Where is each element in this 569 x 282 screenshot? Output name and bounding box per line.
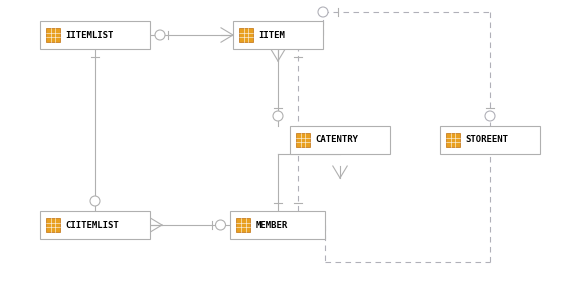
- FancyBboxPatch shape: [440, 126, 540, 154]
- Circle shape: [273, 111, 283, 121]
- FancyBboxPatch shape: [296, 133, 310, 147]
- FancyBboxPatch shape: [446, 133, 460, 147]
- FancyBboxPatch shape: [40, 21, 150, 49]
- Circle shape: [216, 220, 225, 230]
- Circle shape: [485, 111, 495, 121]
- FancyBboxPatch shape: [46, 28, 60, 42]
- Circle shape: [318, 7, 328, 17]
- Circle shape: [90, 196, 100, 206]
- Text: CIITEMLIST: CIITEMLIST: [65, 221, 119, 230]
- Text: MEMBER: MEMBER: [255, 221, 288, 230]
- FancyBboxPatch shape: [239, 28, 253, 42]
- FancyBboxPatch shape: [230, 211, 325, 239]
- Text: STOREENT: STOREENT: [465, 135, 508, 144]
- Text: IITEM: IITEM: [258, 30, 285, 39]
- Text: CATENTRY: CATENTRY: [315, 135, 358, 144]
- FancyBboxPatch shape: [233, 21, 323, 49]
- FancyBboxPatch shape: [46, 218, 60, 232]
- FancyBboxPatch shape: [237, 218, 250, 232]
- FancyBboxPatch shape: [40, 211, 150, 239]
- Circle shape: [155, 30, 165, 40]
- FancyBboxPatch shape: [290, 126, 390, 154]
- Text: IITEMLIST: IITEMLIST: [65, 30, 113, 39]
